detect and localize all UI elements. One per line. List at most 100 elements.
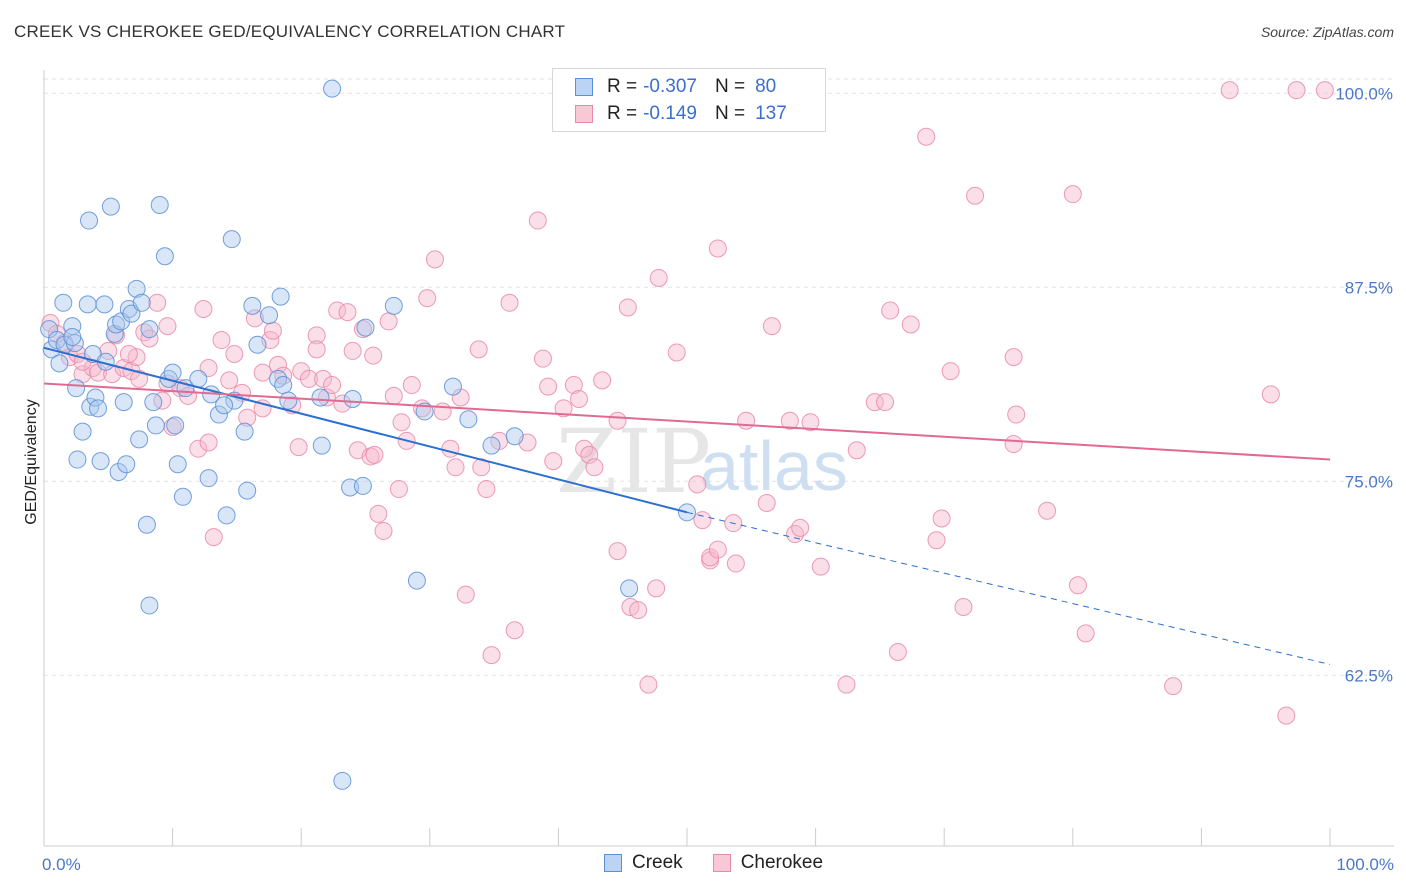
cherokee-point-138 (307, 340, 326, 359)
cherokee-point-118 (901, 315, 920, 334)
cherokee-point-0 (41, 313, 60, 332)
creek-point-16 (89, 399, 108, 418)
legend-item-cherokee[interactable]: Cherokee (712, 852, 823, 874)
cherokee-point-134 (1261, 385, 1280, 404)
x-tick-label-1: 100.0% (1336, 855, 1394, 874)
cherokee-point-45 (323, 376, 342, 395)
cherokee-point-124 (966, 186, 985, 205)
cherokee-point-122 (941, 362, 960, 381)
creek-trend-extension (686, 511, 1331, 665)
cherokee-point-129 (1063, 185, 1082, 204)
creek-point-15 (86, 388, 105, 407)
cherokee-point-47 (333, 394, 352, 413)
chart-title: CREEK VS CHEROKEE GED/EQUIVALENCY CORREL… (14, 22, 566, 41)
creek-point-13 (81, 397, 100, 416)
creek-point-26 (117, 455, 136, 474)
creek-point-67 (356, 318, 375, 337)
cherokee-points (41, 81, 1334, 725)
cherokee-trend-line (43, 382, 1331, 461)
cherokee-point-27 (212, 331, 231, 350)
y-tick-label-3: 62.5% (1345, 666, 1393, 685)
y-tick-label-2: 75.0% (1345, 472, 1393, 491)
creek-point-79 (63, 327, 82, 346)
cherokee-point-115 (876, 393, 895, 412)
cherokee-point-35 (263, 321, 282, 340)
creek-n-value: 80 (755, 76, 777, 97)
cherokee-point-8 (99, 341, 118, 360)
cherokee-point-103 (726, 554, 745, 573)
cherokee-point-137 (1315, 81, 1334, 100)
creek-point-68 (384, 296, 403, 315)
cherokee-point-139 (364, 346, 383, 365)
creek-point-11 (78, 295, 97, 314)
creek-point-63 (333, 771, 352, 790)
cherokee-point-55 (374, 521, 393, 540)
creek-point-34 (144, 393, 163, 412)
creek-point-40 (166, 416, 185, 435)
cherokee-point-112 (837, 675, 856, 694)
cherokee-point-26 (204, 528, 223, 547)
cherokee-point-86 (585, 458, 604, 477)
cherokee-legend-swatch (712, 854, 731, 872)
cherokee-point-109 (791, 518, 810, 537)
creek-point-37 (155, 247, 174, 266)
cherokee-point-65 (441, 439, 460, 458)
creek-points (40, 79, 696, 790)
cherokee-point-57 (389, 480, 408, 499)
creek-point-58 (274, 376, 293, 395)
creek-point-51 (235, 422, 254, 441)
cherokee-point-96 (688, 475, 707, 494)
creek-point-60 (311, 388, 330, 407)
cherokee-point-106 (762, 317, 781, 336)
cherokee-point-49 (343, 341, 362, 360)
creek-point-59 (279, 391, 298, 410)
creek-legend-label: Creek (632, 852, 683, 873)
cherokee-point-74 (500, 293, 519, 312)
cherokee-point-16 (140, 329, 159, 348)
creek-n-label: N = (714, 76, 746, 97)
cherokee-point-104 (737, 411, 756, 430)
cherokee-point-54 (369, 504, 388, 523)
creek-point-31 (132, 293, 151, 312)
cherokee-point-88 (608, 411, 627, 430)
cherokee-point-60 (402, 376, 421, 395)
cherokee-point-126 (1007, 405, 1026, 424)
watermark-zip: ZIP (556, 410, 711, 513)
cherokee-point-29 (225, 345, 244, 364)
creek-point-3 (50, 354, 69, 373)
cherokee-point-31 (238, 408, 257, 427)
creek-point-55 (260, 306, 279, 325)
creek-point-48 (217, 506, 236, 525)
legend-item-creek[interactable]: Creek (604, 852, 683, 874)
cherokee-point-17 (148, 293, 167, 312)
x-tick-label-0: 0.0% (42, 855, 81, 874)
cherokee-point-113 (847, 441, 866, 460)
cherokee-n-value: 137 (755, 103, 787, 124)
creek-point-35 (146, 416, 165, 435)
creek-point-17 (91, 452, 110, 471)
creek-r-label: R = (607, 76, 638, 97)
cherokee-point-33 (253, 363, 272, 382)
creek-point-71 (443, 377, 462, 396)
creek-point-23 (109, 462, 128, 481)
creek-trend-line (43, 346, 688, 514)
creek-point-9 (68, 450, 87, 469)
cherokee-point-83 (569, 390, 588, 409)
cherokee-point-97 (693, 511, 712, 530)
tick-labels: 100.0% 87.5% 75.0% 62.5% 0.0% 100.0% (42, 84, 1394, 874)
cherokee-point-81 (554, 399, 573, 418)
cherokee-point-132 (1164, 677, 1183, 696)
creek-point-64 (341, 478, 360, 497)
y-tick-label-0: 100.0% (1335, 84, 1393, 103)
creek-point-77 (215, 396, 234, 415)
legend-row-cherokee: R = -0.149 N = 137 (575, 100, 787, 128)
cherokee-point-63 (425, 250, 444, 269)
cherokee-point-117 (888, 643, 907, 661)
cherokee-point-141 (618, 298, 637, 317)
cherokee-point-144 (158, 317, 177, 336)
cherokee-point-37 (274, 366, 293, 385)
creek-point-30 (130, 430, 149, 449)
creek-point-32 (137, 515, 156, 534)
cherokee-point-110 (801, 413, 820, 432)
